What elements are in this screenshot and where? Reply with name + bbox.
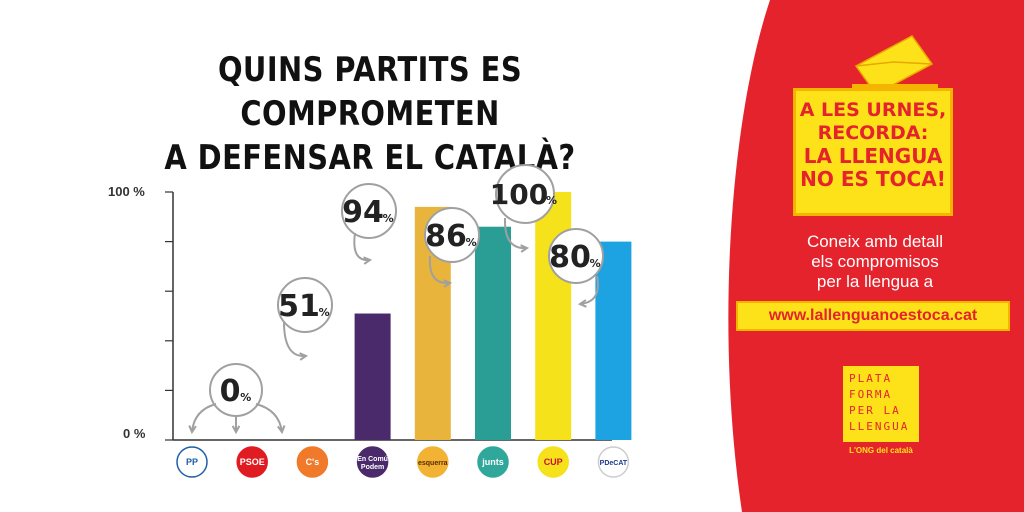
value-unit-3: % — [466, 236, 477, 249]
bar-5 — [475, 226, 511, 440]
value-arrow-4 — [503, 217, 528, 250]
bar-3 — [354, 313, 391, 440]
party-logo-label-5: junts — [481, 457, 504, 467]
website-link[interactable]: www.lallenguanoestoca.cat — [736, 301, 1010, 331]
info-line-2: els compromisos — [811, 252, 939, 271]
slogan-box: A LES URNES, RECORDA: LA LLENGUA NO ES T… — [793, 88, 953, 216]
value-bubble-4 — [495, 164, 555, 224]
value-unit-2: % — [383, 212, 394, 225]
party-logo-7 — [597, 446, 630, 478]
party-logo-4 — [417, 446, 449, 478]
zero-arrow-cs — [255, 403, 283, 433]
y-tick-label-min: 0 % — [123, 426, 146, 441]
value-arrow-1-head — [299, 352, 309, 361]
party-logo-label-4: esquerra — [418, 460, 448, 467]
value-arrow-2 — [353, 232, 371, 262]
party-logo-label-2: C's — [306, 457, 320, 467]
ballot-envelope-icon — [852, 35, 938, 95]
bar-chart: 100 %0 %0 %51%94%86%100%80%PP PSOE C's En Co… — [108, 164, 632, 478]
y-tick-label-max: 100 % — [108, 184, 145, 199]
value-label-3: 86 — [425, 219, 467, 254]
party-logo-label-1: PSOE — [240, 457, 265, 467]
party-logo-6 — [537, 446, 569, 478]
zero-arrow-psoe-head — [231, 425, 241, 435]
value-bubble-0 — [209, 363, 263, 417]
value-arrow-4-head — [520, 244, 530, 253]
party-logo-0 — [176, 446, 208, 478]
brand-line-4: LLENGUA — [849, 420, 910, 433]
value-unit-1: % — [319, 306, 330, 319]
slogan-line-1: A LES URNES, — [799, 99, 947, 121]
party-logo-label-7: PDeCAT — [600, 460, 628, 467]
value-label-4: 100 — [490, 178, 548, 211]
party-logo-2 — [296, 446, 329, 478]
slogan-line-2: RECORDA: — [817, 122, 929, 144]
value-unit-5: % — [590, 257, 601, 270]
value-label-1: 51 — [278, 289, 320, 324]
value-arrow-3 — [428, 255, 451, 285]
bar-7 — [595, 241, 632, 440]
value-label-2: 94 — [342, 195, 384, 230]
plataforma-logo: PLATA FORMA PER LA LLENGUA — [843, 366, 919, 442]
bar-6 — [535, 192, 572, 440]
info-line-3: per la llengua a — [816, 272, 934, 291]
value-bubble-2 — [341, 183, 397, 239]
party-logo-label-3-b: Podem — [361, 464, 384, 471]
value-arrow-5-head — [577, 299, 587, 308]
party-logo-5 — [477, 446, 509, 478]
zero-arrow-cs-head — [277, 425, 286, 435]
value-unit-0: % — [240, 391, 251, 404]
brand-tagline: L'ONG del català — [849, 446, 913, 455]
value-arrow-5 — [579, 275, 599, 305]
value-label-0: 0 — [220, 374, 241, 409]
info-line-1: Coneix amb detall — [806, 232, 944, 251]
slogan-line-3: LA LLENGUA — [803, 144, 943, 168]
value-bubble-3 — [424, 207, 480, 263]
brand-line-3: PER LA — [849, 404, 901, 417]
value-bubble-5 — [548, 228, 604, 284]
value-arrow-1 — [283, 321, 307, 358]
value-unit-4: % — [546, 194, 557, 207]
party-logo-1 — [236, 446, 268, 478]
value-arrow-2-head — [363, 256, 373, 265]
party-logo-label-6: CUP — [544, 457, 563, 467]
party-logo-label-0: PP — [186, 457, 198, 467]
brand-line-1: PLATA — [849, 372, 893, 385]
brand-line-2: FORMA — [849, 388, 893, 401]
party-logo-3 — [356, 446, 389, 478]
value-bubble-1 — [277, 277, 333, 333]
info-text: Coneix amb detall els compromisos per la… — [770, 232, 980, 292]
value-arrow-3-head — [443, 279, 453, 288]
value-label-5: 80 — [549, 240, 591, 275]
zero-arrow-pp-head — [188, 425, 197, 435]
party-logo-label-3: En Comú — [357, 456, 388, 463]
slogan-line-4: NO ES TOCA! — [800, 167, 946, 191]
zero-arrow-pp — [191, 403, 217, 433]
title-line-1: QUINS PARTITS ES COMPROMETEN — [217, 50, 523, 134]
